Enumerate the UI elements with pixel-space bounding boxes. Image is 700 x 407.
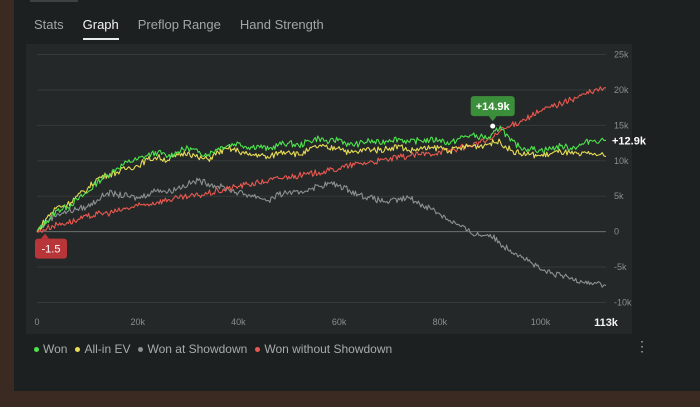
y-tick-label: -5k	[614, 262, 627, 272]
series-line-all-in-ev[interactable]	[36, 138, 607, 232]
x-tick-label: 40k	[231, 317, 246, 327]
legend-dot-won	[34, 346, 39, 352]
tab-bar: Stats Graph Preflop Range Hand Strength	[34, 17, 343, 40]
series-line-won[interactable]	[36, 125, 607, 232]
y-tick-label: 15k	[614, 120, 629, 130]
legend-won-without-showdown[interactable]: Won without Showdown	[255, 342, 392, 356]
legend-dot-won-without-showdown	[255, 346, 261, 352]
y-tick-label: 0	[614, 227, 619, 237]
tab-hand-strength[interactable]: Hand Strength	[239, 17, 324, 32]
panel-top-accent	[30, 0, 78, 2]
peak-marker[interactable]	[490, 123, 496, 129]
tab-preflop-range[interactable]: Preflop Range	[137, 17, 221, 32]
x-tick-label: 80k	[433, 317, 448, 327]
legend-label-all-in-ev: All-in EV	[84, 342, 131, 356]
series-line-won-without-showdown[interactable]	[36, 86, 606, 233]
end-value-label: +12.9k	[612, 135, 647, 147]
tab-graph[interactable]: Graph	[82, 17, 119, 40]
legend-dot-all-in-ev	[75, 346, 81, 352]
x-tick-label: 0	[34, 317, 39, 327]
start-annotation-label: -1.5	[42, 244, 61, 256]
x-tick-label: 60k	[332, 317, 347, 327]
x-tick-label: 100k	[531, 317, 551, 327]
legend-label-won-without-showdown: Won without Showdown	[264, 342, 393, 356]
legend-all-in-ev[interactable]: All-in EV	[75, 342, 130, 356]
peak-annotation-label: +14.9k	[476, 101, 511, 113]
start-annotation-badge	[35, 238, 67, 259]
more-options-icon[interactable]: ⋮	[635, 338, 649, 354]
series-line-won-at-showdown[interactable]	[36, 177, 607, 288]
bottom-strip	[0, 391, 700, 407]
legend-label-won: Won	[43, 342, 68, 356]
chart-area	[26, 44, 632, 334]
y-tick-label: 5k	[614, 191, 624, 201]
winnings-graph[interactable]: 25k 20k 15k 10k 5k 0 -5k -10k 0 20k 40k 60k 80k 100k 1…	[0, 0, 700, 340]
start-annotation-pointer	[41, 233, 49, 239]
peak-annotation-badge	[470, 96, 515, 117]
peak-annotation-pointer	[488, 116, 497, 122]
y-tick-label: 20k	[614, 85, 629, 95]
legend-won-at-showdown[interactable]: Won at Showdown	[138, 342, 247, 356]
y-tick-label: -10k	[614, 297, 632, 307]
x-tick-label: 20k	[130, 317, 145, 327]
legend-dot-won-at-showdown	[138, 346, 144, 352]
x-end-label: 113k	[594, 317, 619, 329]
tab-stats[interactable]: Stats	[34, 17, 64, 32]
legend-won[interactable]: Won	[34, 342, 67, 356]
chart-legend: Won All-in EV Won at Showdown Won withou…	[34, 342, 400, 356]
y-tick-label: 25k	[614, 50, 629, 60]
legend-label-won-at-showdown: Won at Showdown	[147, 342, 248, 356]
y-tick-label: 10k	[614, 156, 629, 166]
